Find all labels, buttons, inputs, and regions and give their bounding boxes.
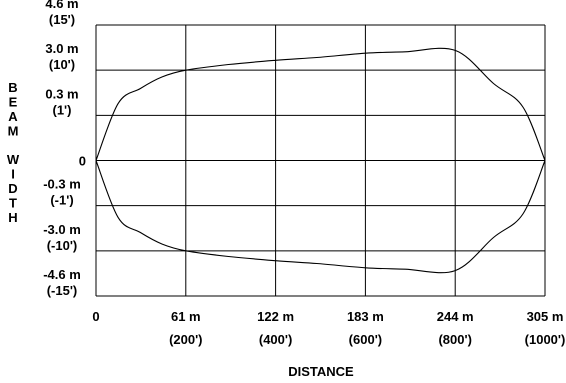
y-tick-sublabel: (-10') xyxy=(47,238,78,253)
x-tick-sublabel: (200') xyxy=(169,332,202,347)
x-tick-sublabel: (1000') xyxy=(525,332,566,347)
y-tick-sublabel: (-15') xyxy=(47,283,78,298)
y-tick-label: -0.3 m xyxy=(43,177,81,192)
beam-curve-lower xyxy=(95,160,546,274)
y-tick-sublabel: (-1') xyxy=(50,193,73,208)
x-tick-label: 183 m xyxy=(347,309,384,324)
y-axis-title: B E A M W I D T H xyxy=(7,80,20,225)
x-tick-label: 244 m xyxy=(437,309,474,324)
x-tick-label: 61 m xyxy=(171,309,201,324)
x-tick-label: 0 xyxy=(92,309,99,324)
x-tick-sublabel: (400') xyxy=(259,332,292,347)
x-tick-label: 122 m xyxy=(257,309,294,324)
beam-curves xyxy=(95,47,546,274)
y-tick-label: 3.0 m xyxy=(45,41,78,56)
y-tick-label: -3.0 m xyxy=(43,222,81,237)
y-tick-label: 0.3 m xyxy=(45,86,78,101)
y-tick-sublabel: (1') xyxy=(53,102,72,117)
x-axis-title: DISTANCE xyxy=(288,364,354,379)
y-tick-sublabel: (10') xyxy=(49,57,75,72)
y-tick-label: 4.6 m xyxy=(45,0,78,11)
beam-curve-upper xyxy=(95,47,546,161)
x-tick-label: 305 m xyxy=(527,309,564,324)
y-tick-sublabel: (15') xyxy=(49,12,75,27)
y-tick-label: 0 xyxy=(79,154,86,169)
x-tick-sublabel: (600') xyxy=(349,332,382,347)
x-tick-labels: 0 61 m (200') 122 m (400') 183 m (600') 244 m (8… xyxy=(92,309,565,347)
x-tick-sublabel: (800') xyxy=(438,332,471,347)
y-tick-label: -4.6 m xyxy=(43,267,81,282)
y-tick-labels: 4.6 m(15') 3.0 m(10') 0.3 m(1') 0 -0.3 m(-1'… xyxy=(43,0,86,298)
grid xyxy=(95,24,546,297)
